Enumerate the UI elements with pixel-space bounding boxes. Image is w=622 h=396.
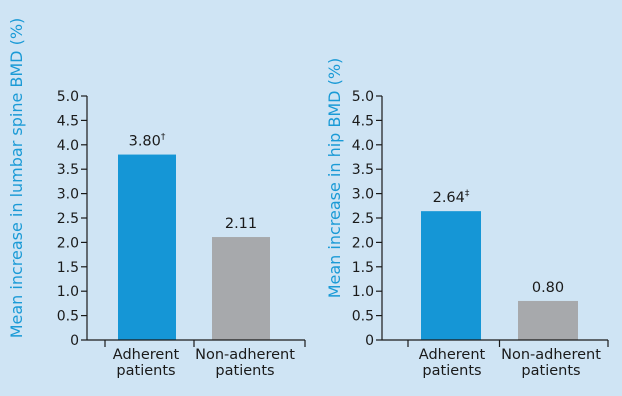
chart1-category-label-2: Non-adherent patients xyxy=(195,347,295,379)
chart1-data-label-mark-1: † xyxy=(161,133,166,143)
chart1-y-tick-label: 5.0 xyxy=(57,89,79,105)
chart2-panel: Mean increase in hip BMD (%) 2.64‡ 0.80 0 0.… xyxy=(325,58,609,379)
chart1-y-tick-label: 2.0 xyxy=(57,235,79,251)
chart1-category-label-line: patients xyxy=(215,363,274,379)
chart2-category-label-2: Non-adherent patients xyxy=(501,347,601,379)
chart2-y-tick-label: 1.0 xyxy=(352,284,374,300)
chart2-category-label-line: Non-adherent xyxy=(501,347,601,363)
chart2-y-tick-label: 5.0 xyxy=(352,89,374,105)
chart2-y-tick-label: 3.5 xyxy=(352,162,374,178)
chart2-bar-1 xyxy=(421,211,481,340)
chart2-y-tick-label: 0.5 xyxy=(352,309,374,325)
chart1-panel: Mean increase in lumbar spine BMD (%) 3.8… xyxy=(7,18,306,379)
chart2-data-label-2: 0.80 xyxy=(532,280,564,296)
chart2-y-axis-title: Mean increase in hip BMD (%) xyxy=(325,58,344,299)
chart2-data-label-mark-1: ‡ xyxy=(465,189,470,199)
chart1-data-label-1: 3.80† xyxy=(129,133,166,150)
chart1-y-tick-label: 2.5 xyxy=(57,211,79,227)
chart2-category-label-line: patients xyxy=(422,363,481,379)
chart2-y-tick-label: 2.5 xyxy=(352,211,374,227)
chart1-y-tick-label: 3.5 xyxy=(57,162,79,178)
chart2-y-tick-label: 2.0 xyxy=(352,235,374,251)
chart1-y-tick-label: 1.5 xyxy=(57,260,79,276)
chart1-y-tick-label: 0.5 xyxy=(57,309,79,325)
chart2-bar-2 xyxy=(518,300,578,340)
chart1-bar-2 xyxy=(212,237,270,340)
chart1-category-label-1: Adherent patients xyxy=(113,347,180,379)
chart2-category-label-line: Adherent xyxy=(419,347,486,363)
chart2-category-label-line: patients xyxy=(521,363,580,379)
chart1-y-axis-title: Mean increase in lumbar spine BMD (%) xyxy=(7,18,26,339)
chart1-data-label-2: 2.11 xyxy=(225,216,257,232)
chart1-y-tick-label: 4.0 xyxy=(57,138,79,154)
chart1-y-tick-label: 4.5 xyxy=(57,113,79,129)
chart2-data-label-1: 2.64‡ xyxy=(433,189,470,206)
chart2-y-tick-label: 0 xyxy=(365,333,374,349)
chart1-category-label-line: Non-adherent xyxy=(195,347,295,363)
chart2-y-tick-label: 4.0 xyxy=(352,138,374,154)
chart1-category-label-line: Adherent xyxy=(113,347,180,363)
chart1-bar-1 xyxy=(118,154,176,340)
chart1-y-tick-label: 0 xyxy=(70,333,79,349)
chart2-y-tick-label: 3.0 xyxy=(352,187,374,203)
chart2-y-tick-label: 4.5 xyxy=(352,113,374,129)
chart1-y-tick-label: 1.0 xyxy=(57,284,79,300)
chart2-y-tick-label: 1.5 xyxy=(352,260,374,276)
chart1-y-tick-label: 3.0 xyxy=(57,187,79,203)
chart1-category-label-line: patients xyxy=(116,363,175,379)
chart2-category-label-1: Adherent patients xyxy=(419,347,486,379)
